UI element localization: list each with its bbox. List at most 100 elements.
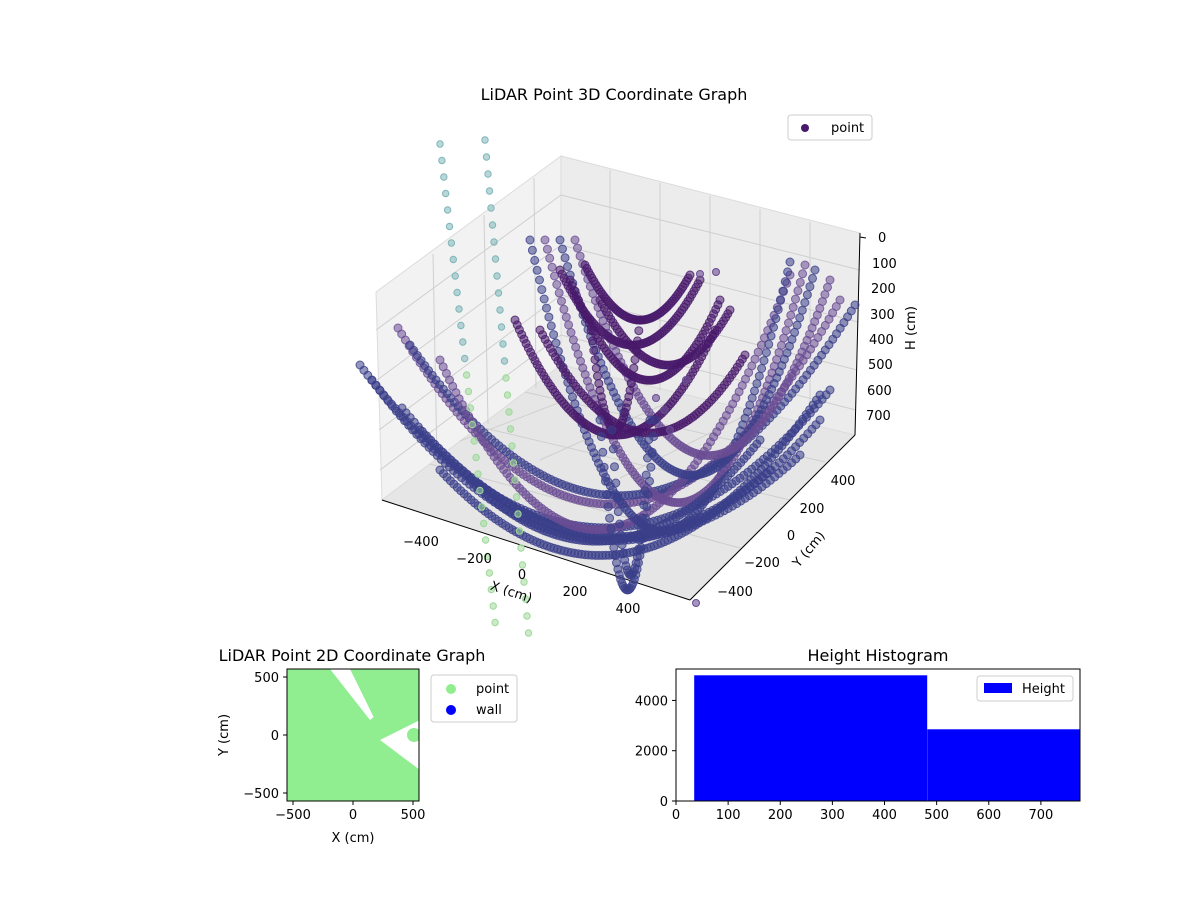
point-3d: [494, 289, 503, 297]
point-3d: [798, 269, 808, 279]
point-3d: [502, 374, 510, 382]
point-3d: [779, 333, 789, 343]
point-3d: [759, 356, 769, 366]
point-3d: [612, 493, 622, 503]
histogram-title: Height Histogram: [808, 646, 949, 665]
point-3d: [445, 222, 454, 231]
point-3d: [682, 376, 690, 384]
histogram-bar: [927, 729, 1080, 801]
legend-3d-marker: [801, 124, 809, 132]
point-3d: [792, 320, 802, 330]
y-tick-label: 0: [787, 529, 795, 544]
point-3d: [484, 170, 492, 178]
point-3d: [505, 408, 513, 416]
point-3d: [781, 326, 791, 336]
point-3d: [825, 275, 835, 285]
x-axis-2d-label: X (cm): [332, 831, 375, 846]
point-3d: [559, 304, 569, 314]
point-3d: [476, 486, 484, 495]
point-3d: [637, 513, 647, 523]
point-3d: [447, 239, 456, 247]
point-3d: [561, 312, 571, 322]
point-3d: [631, 346, 641, 355]
point-3d: [692, 599, 700, 607]
point-3d: [725, 305, 735, 315]
point-3d: [564, 320, 574, 330]
point-2d: [308, 693, 322, 707]
y-tick-label: 400: [831, 474, 856, 489]
legend-2d: point wall: [430, 674, 518, 723]
point-3d: [712, 268, 720, 276]
point-3d: [443, 206, 452, 214]
point-3d: [778, 286, 788, 296]
z-tick-label: 400: [869, 333, 894, 348]
point-3d: [644, 435, 654, 445]
point-3d: [591, 363, 601, 373]
histogram-x-tick-label: 600: [976, 808, 1001, 823]
point-3d: [557, 296, 566, 306]
point-3d: [488, 221, 497, 229]
point-3d: [546, 321, 556, 331]
point-3d: [489, 602, 497, 610]
histogram-x-tick-label: 500: [924, 808, 949, 823]
point-3d: [795, 277, 805, 287]
point-cloud-3d: [355, 136, 860, 637]
point-3d: [615, 519, 625, 529]
point-3d: [480, 519, 488, 528]
histogram-x-tick-label: 700: [1028, 808, 1053, 823]
point-3d: [589, 346, 599, 355]
point-3d: [630, 355, 640, 365]
point-3d: [530, 255, 540, 265]
point-3d: [815, 390, 825, 400]
point-3d: [451, 272, 459, 280]
point-3d: [438, 156, 446, 165]
point-3d: [785, 257, 795, 267]
point-3d: [599, 462, 609, 472]
histogram-bar: [694, 675, 928, 801]
point-3d: [750, 386, 759, 396]
histogram-x-tick-label: 400: [872, 808, 897, 823]
point-3d: [802, 290, 812, 300]
point-3d: [511, 476, 519, 484]
point-cloud-2d: [287, 669, 419, 801]
point-3d: [629, 363, 639, 373]
point-3d: [461, 354, 469, 363]
point-3d: [626, 379, 636, 388]
point-3d: [449, 255, 457, 264]
point-3d: [472, 453, 480, 462]
legend-histogram-label: Height: [1022, 682, 1065, 697]
histogram-x-tick-label: 300: [820, 808, 845, 823]
y-tick-label: −200: [744, 556, 780, 571]
point-3d: [795, 313, 805, 323]
point-3d: [470, 437, 478, 445]
point-3d: [607, 425, 617, 435]
histogram-y-tick-label: 4000: [635, 694, 668, 709]
point-3d: [462, 371, 471, 379]
legend-3d-label: point: [831, 121, 864, 136]
point-3d: [786, 310, 796, 320]
point-3d: [635, 315, 645, 325]
histogram-y-tick-label: 0: [660, 795, 668, 810]
x-tick-label: 200: [563, 585, 588, 600]
point-3d: [527, 245, 537, 255]
legend-histogram-swatch: [984, 683, 1012, 693]
point-3d: [766, 331, 776, 341]
point-3d: [769, 322, 778, 332]
point-3d: [613, 507, 623, 517]
legend-2d-label: point: [476, 682, 509, 697]
point-3d: [503, 391, 512, 399]
x-tick-label: −400: [403, 535, 439, 550]
point-3d: [453, 288, 461, 297]
legend-2d-label: wall: [476, 703, 502, 718]
point-3d: [805, 282, 815, 292]
point-3d: [588, 336, 597, 346]
z-tick-label: 700: [866, 409, 891, 424]
point-3d: [573, 243, 582, 253]
point-3d: [783, 267, 793, 277]
z-axis-3d-label: H (cm): [904, 306, 919, 350]
point-3d: [585, 315, 595, 325]
point-3d: [788, 302, 798, 312]
point-3d: [485, 569, 494, 577]
point-3d: [521, 595, 530, 603]
